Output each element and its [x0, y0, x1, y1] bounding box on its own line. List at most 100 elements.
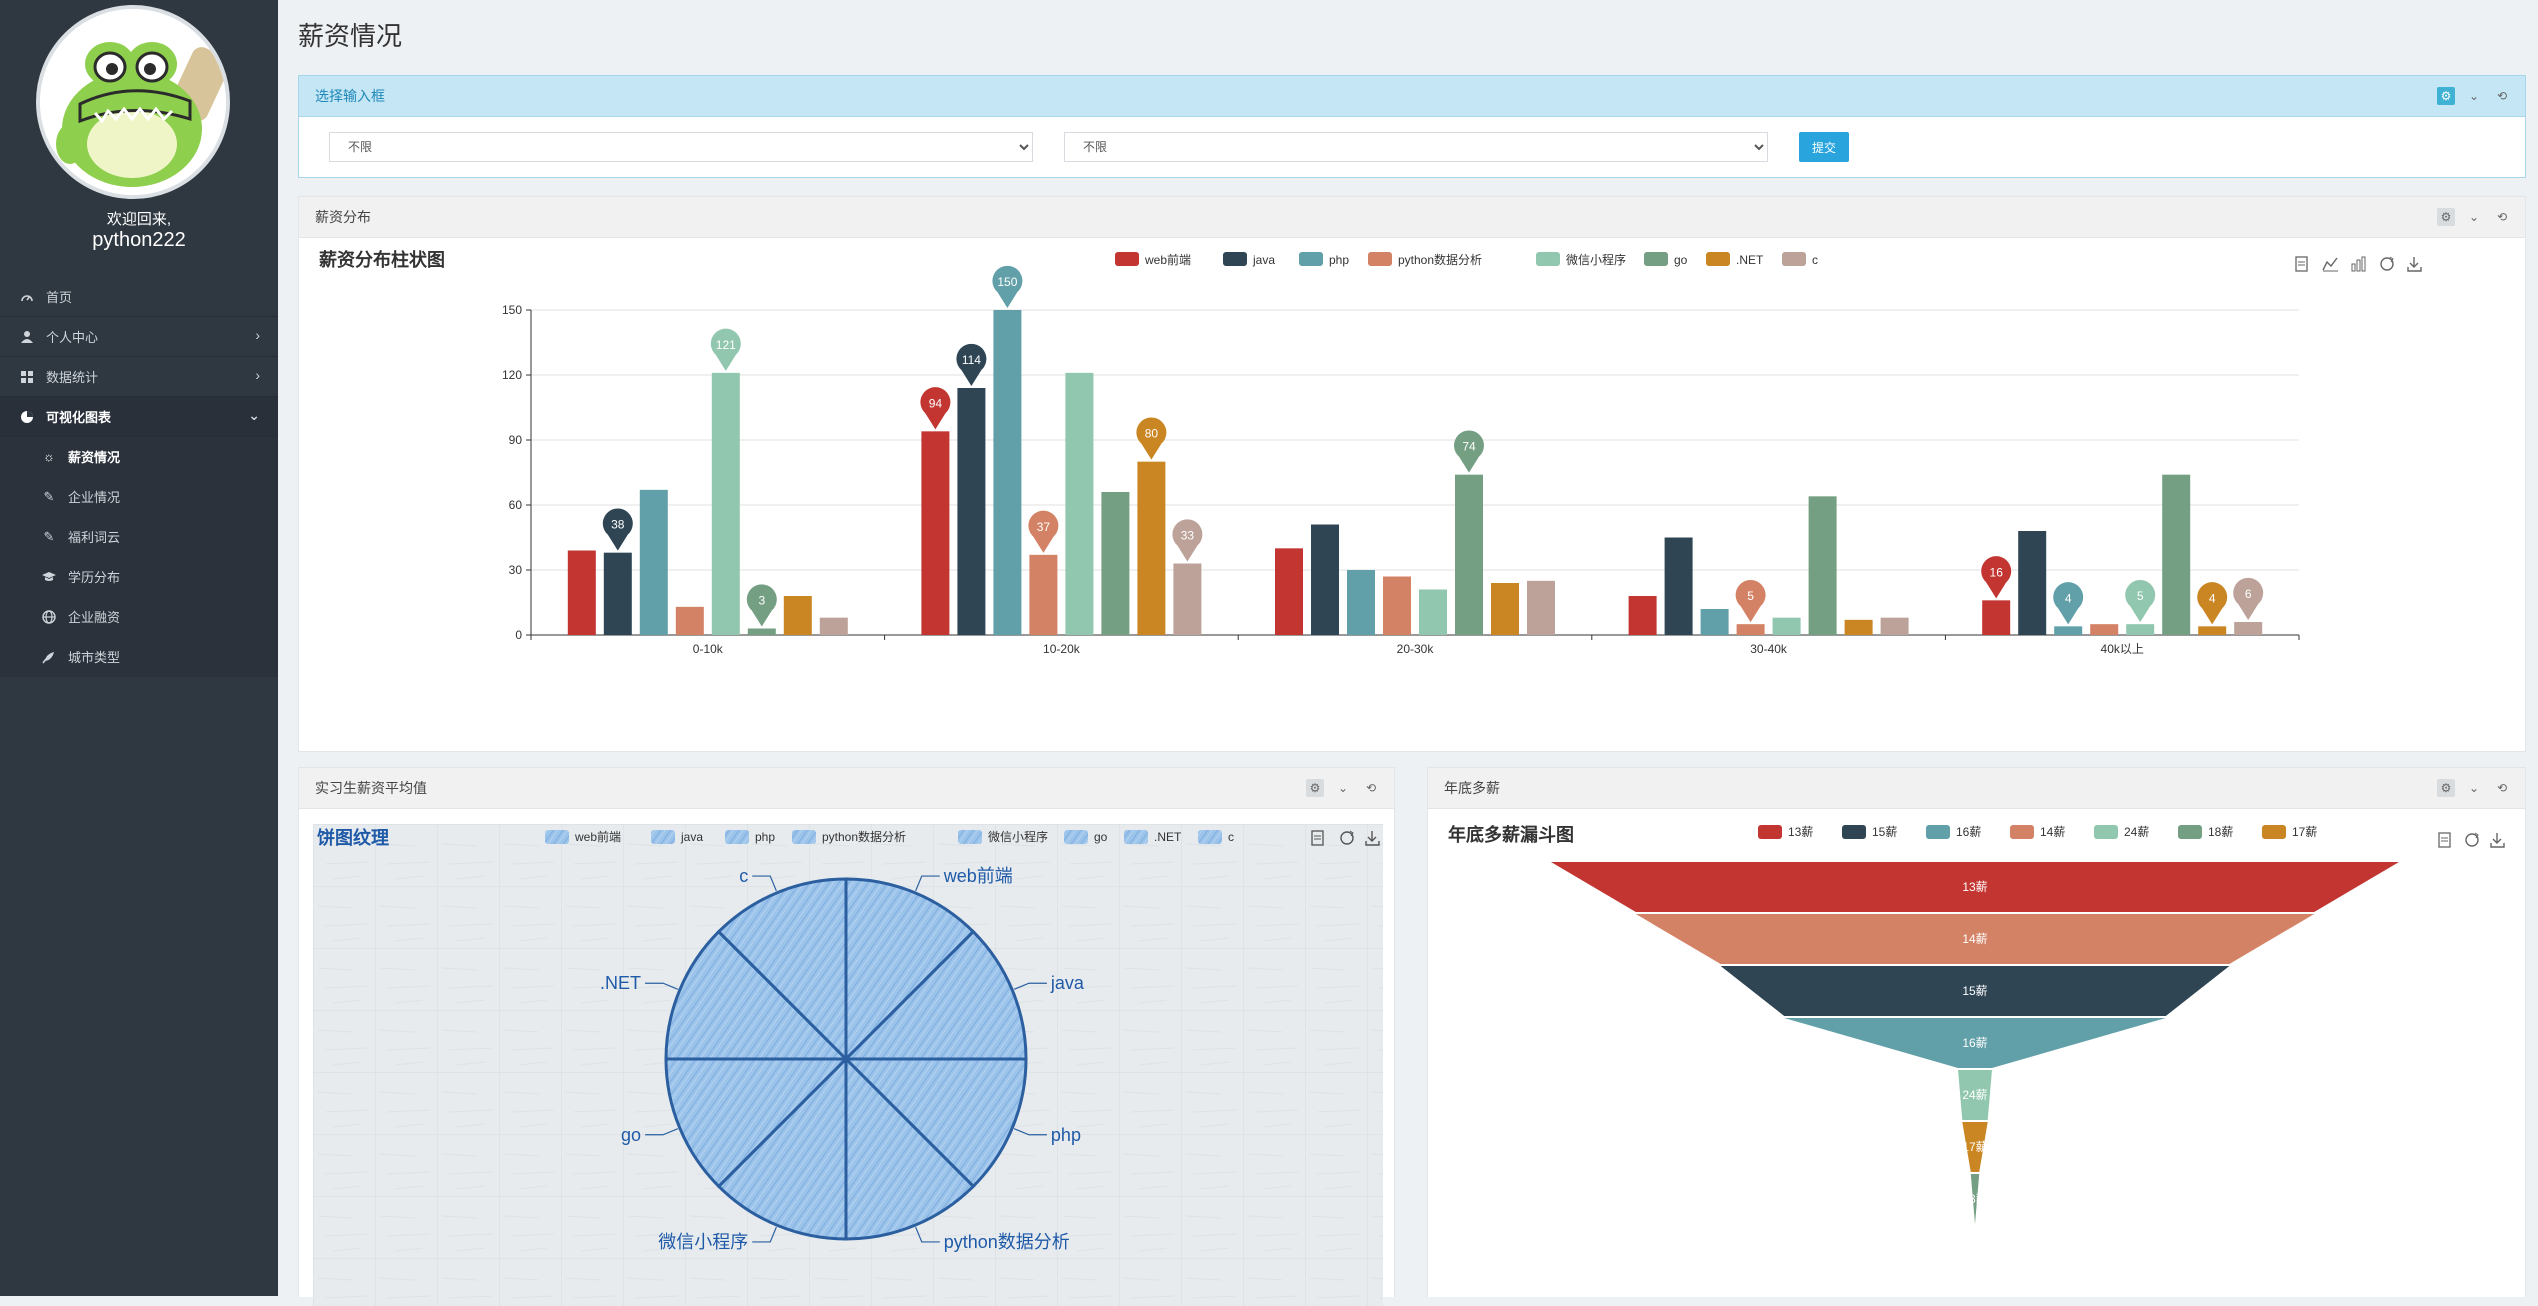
refresh-icon[interactable]: ⟲ — [2496, 210, 2508, 224]
gear-icon[interactable]: ⚙ — [2437, 208, 2455, 226]
bar[interactable] — [1982, 600, 2011, 635]
sidebar-item-statistics[interactable]: 数据统计 › — [0, 357, 278, 397]
line-chart-switch-icon[interactable] — [2322, 257, 2338, 272]
bar[interactable] — [2090, 624, 2119, 635]
filter-select-2[interactable]: 不限 — [1064, 132, 1768, 162]
restore-icon[interactable] — [2380, 256, 2394, 271]
legend-item[interactable]: 微信小程序 — [1536, 252, 1626, 267]
refresh-icon[interactable]: ⟲ — [2496, 89, 2508, 103]
bar[interactable] — [1275, 548, 1303, 635]
sidebar-subitem-financing[interactable]: 企业融资 — [0, 597, 278, 637]
restore-icon[interactable] — [1340, 830, 1354, 845]
bar[interactable] — [1101, 492, 1130, 635]
bar[interactable] — [1383, 576, 1411, 636]
bar[interactable] — [921, 431, 950, 635]
collapse-icon[interactable]: ⌄ — [1337, 781, 1349, 795]
funnel-stage[interactable]: 16薪 — [1784, 1018, 2166, 1068]
funnel-stage[interactable]: 17薪 — [1962, 1122, 1988, 1172]
bar[interactable] — [1419, 589, 1447, 636]
bar[interactable] — [783, 596, 812, 635]
legend-item[interactable]: .NET — [1706, 252, 1764, 267]
pie-slice[interactable] — [716, 877, 848, 1063]
bar[interactable] — [993, 310, 1022, 635]
sidebar-subitem-salary[interactable]: ☼ 薪资情况 — [0, 437, 278, 477]
pie-slice[interactable] — [844, 877, 976, 1063]
data-view-icon[interactable] — [2295, 256, 2308, 272]
avatar[interactable] — [36, 5, 230, 199]
bar[interactable] — [1491, 583, 1519, 635]
legend-item[interactable]: python数据分析 — [1368, 252, 1482, 267]
bar[interactable] — [675, 606, 704, 635]
pie-slice[interactable] — [844, 1055, 976, 1241]
sidebar-subitem-welfare[interactable]: ✎ 福利词云 — [0, 517, 278, 557]
download-icon[interactable] — [1365, 831, 1380, 846]
legend-item[interactable]: 13薪 — [1758, 825, 1813, 839]
bar[interactable] — [1880, 617, 1909, 635]
legend-item[interactable]: 18薪 — [2178, 825, 2233, 839]
bar[interactable] — [1736, 624, 1765, 635]
bar[interactable] — [1772, 617, 1801, 635]
legend-item[interactable]: web前端 — [545, 829, 621, 844]
legend-item[interactable]: java — [1223, 252, 1275, 267]
bar[interactable] — [819, 617, 848, 635]
legend-item[interactable]: go — [1064, 830, 1108, 844]
bar[interactable] — [567, 550, 596, 636]
legend-item[interactable]: 16薪 — [1926, 825, 1981, 839]
bar[interactable] — [1137, 461, 1166, 635]
bar[interactable] — [711, 372, 740, 635]
gear-icon[interactable]: ⚙ — [2437, 779, 2455, 797]
legend-item[interactable]: 微信小程序 — [958, 829, 1048, 844]
legend-item[interactable]: web前端 — [1115, 252, 1191, 267]
collapse-icon[interactable]: ⌄ — [2468, 781, 2480, 795]
bar[interactable] — [1628, 596, 1657, 635]
bar[interactable] — [2126, 624, 2155, 635]
pie-slice[interactable] — [716, 1055, 848, 1241]
sidebar-subitem-education[interactable]: 学历分布 — [0, 557, 278, 597]
sidebar-item-charts[interactable]: 可视化图表 ⌄ — [0, 397, 278, 437]
bar[interactable] — [1029, 554, 1058, 635]
bar[interactable] — [1311, 524, 1339, 636]
bar[interactable] — [2198, 626, 2227, 635]
refresh-icon[interactable]: ⟲ — [1365, 781, 1377, 795]
legend-item[interactable]: 15薪 — [1842, 825, 1897, 839]
sidebar-subitem-company[interactable]: ✎ 企业情况 — [0, 477, 278, 517]
pie-slice[interactable] — [842, 1057, 1028, 1189]
bar[interactable] — [2162, 474, 2191, 635]
bar-chart-switch-icon[interactable] — [2351, 256, 2366, 272]
legend-item[interactable]: java — [651, 830, 703, 844]
bar[interactable] — [2018, 531, 2047, 635]
download-icon[interactable] — [2407, 257, 2422, 272]
legend-item[interactable]: c — [1782, 252, 1818, 267]
collapse-icon[interactable]: ⌄ — [2468, 210, 2480, 224]
bar[interactable] — [1065, 372, 1094, 635]
bar[interactable] — [2234, 622, 2263, 635]
bar[interactable] — [639, 489, 668, 635]
bar[interactable] — [1700, 609, 1729, 635]
download-icon[interactable] — [2490, 833, 2505, 848]
legend-item[interactable]: 24薪 — [2094, 825, 2149, 839]
data-view-icon[interactable] — [1311, 830, 1324, 846]
funnel-stage[interactable]: 24薪 — [1958, 1070, 1992, 1120]
legend-item[interactable]: 17薪 — [2262, 825, 2317, 839]
sidebar-subitem-city[interactable]: 城市类型 — [0, 637, 278, 677]
legend-item[interactable]: php — [725, 830, 775, 844]
funnel-stage[interactable]: 14薪 — [1635, 914, 2315, 964]
funnel-stage[interactable]: 18薪 — [1962, 1174, 1988, 1224]
bar[interactable] — [603, 552, 632, 635]
pie-chart-legend[interactable]: web前端 java php python数据分析 微信小程序 go .NET c — [545, 829, 1234, 844]
restore-icon[interactable] — [2465, 832, 2479, 847]
pie-slice[interactable] — [664, 929, 850, 1061]
pie-slice[interactable] — [842, 929, 1028, 1061]
bar[interactable] — [1527, 580, 1555, 635]
bar[interactable] — [747, 628, 776, 636]
refresh-icon[interactable]: ⟲ — [2496, 781, 2508, 795]
bar[interactable] — [1808, 496, 1837, 635]
funnel-stage[interactable]: 15薪 — [1720, 966, 2230, 1016]
data-view-icon[interactable] — [2438, 832, 2451, 848]
bar[interactable] — [1173, 563, 1202, 636]
sidebar-item-profile[interactable]: 个人中心 › — [0, 317, 278, 357]
legend-item[interactable]: php — [1299, 252, 1349, 267]
collapse-icon[interactable]: ⌄ — [2468, 89, 2480, 103]
pie-slice[interactable] — [664, 1057, 850, 1189]
bar[interactable] — [1664, 537, 1693, 636]
